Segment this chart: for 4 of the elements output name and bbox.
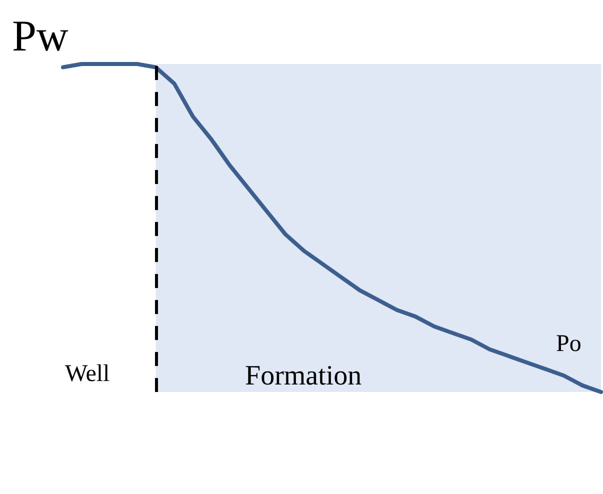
annotation: Po xyxy=(556,331,582,357)
text: Pw xyxy=(12,12,68,60)
annotation: Formation xyxy=(245,360,362,392)
annotation: Well xyxy=(65,361,110,387)
